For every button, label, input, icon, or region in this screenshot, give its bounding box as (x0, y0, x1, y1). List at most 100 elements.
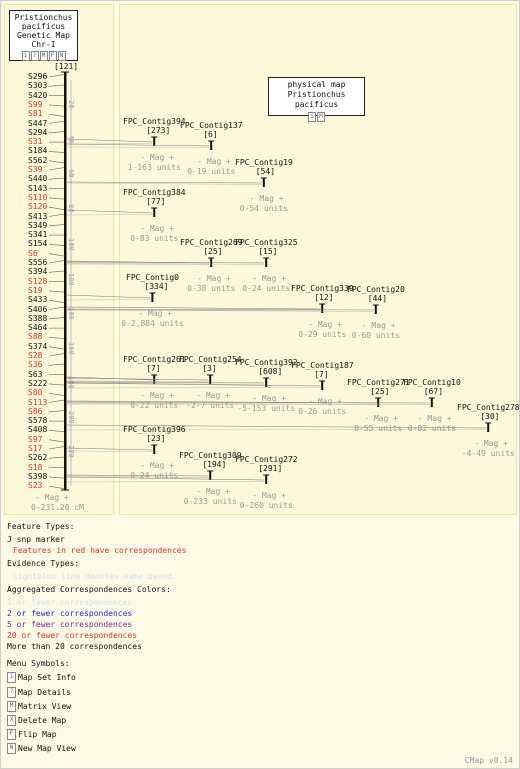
marker-label[interactable]: S578 (28, 416, 48, 426)
contig-mag-control[interactable]: - Mag + (252, 491, 286, 500)
marker-label[interactable]: S86 (28, 406, 43, 416)
marker-label[interactable]: S39 (28, 165, 43, 174)
marker-label[interactable]: S63 (28, 369, 43, 379)
marker-label[interactable]: S120 (28, 202, 48, 212)
marker-label[interactable]: S562 (28, 155, 48, 165)
contig-name[interactable]: FPC_Contig254 (179, 355, 242, 364)
contig-mag-control[interactable]: - Mag + (249, 194, 284, 203)
contig-name[interactable]: FPC_Contig20 (347, 285, 405, 294)
marker-label[interactable]: S464 (28, 323, 48, 333)
contig-mag-control[interactable]: - Mag + (308, 397, 342, 406)
physical-matrix-button[interactable]: M (317, 112, 325, 122)
contig-mag-control[interactable]: - Mag + (364, 414, 398, 423)
marker-label[interactable]: S406 (28, 304, 48, 314)
contig-mag-control[interactable]: - Mag + (417, 414, 452, 423)
evidence-types-title: Evidence Types: (7, 559, 80, 568)
contig-mag-control[interactable]: - Mag + (361, 321, 396, 330)
marker-label[interactable]: S143 (28, 183, 48, 193)
map-details-button[interactable]: ? (30, 51, 39, 61)
contig-name[interactable]: FPC_Contig394 (123, 117, 186, 126)
genetic-map-mag-control[interactable]: - Mag + (35, 493, 69, 502)
contig-mag-control[interactable]: - Mag + (308, 320, 342, 329)
contig-name[interactable]: FPC_Contig19 (235, 158, 293, 167)
contig-name[interactable]: FPC_Contig272 (235, 455, 298, 464)
contig-name[interactable]: FPC_Contig261 (123, 355, 186, 364)
map-set-info-button[interactable]: i (21, 51, 30, 61)
marker-label[interactable]: S374 (28, 341, 48, 351)
contig-name[interactable]: FPC_Contig325 (235, 238, 298, 247)
physical-info-button[interactable]: i (308, 112, 316, 122)
contig-range: 0-260 units (239, 501, 293, 510)
marker-label[interactable]: S388 (28, 313, 48, 323)
contig-name[interactable]: FPC_Contig137 (180, 121, 243, 130)
marker-label[interactable]: S6 (28, 248, 38, 258)
marker-label[interactable]: S394 (28, 267, 48, 277)
marker-label[interactable]: S447 (28, 118, 48, 128)
marker-label[interactable]: S99 (28, 99, 43, 109)
marker-label[interactable]: S349 (28, 220, 48, 230)
marker-label[interactable]: S80 (28, 388, 43, 398)
contig-mag-control[interactable]: - Mag + (138, 309, 173, 318)
contig-mag-control[interactable]: - Mag + (197, 157, 231, 166)
marker-label[interactable]: S296 (28, 72, 48, 81)
contig-name[interactable]: FPC_Contig278 (457, 403, 520, 412)
marker-tick (48, 363, 65, 366)
contig-mag-control[interactable]: - Mag + (197, 274, 231, 283)
contig-mag-control[interactable]: - Mag + (196, 391, 230, 400)
marker-label[interactable]: S420 (28, 90, 48, 100)
marker-label[interactable]: S17 (28, 444, 43, 453)
correspondence-line (66, 306, 321, 310)
contig-name[interactable]: FPC_Contig396 (123, 425, 186, 434)
contig-mag-control[interactable]: - Mag + (140, 153, 174, 162)
contig-name[interactable]: FPC_Contig309 (179, 451, 242, 460)
marker-label[interactable]: S556 (28, 258, 48, 267)
contig-feature-count: [12] (314, 293, 334, 302)
contig-name[interactable]: FPC_Contig269 (180, 238, 243, 247)
feature-snp-legend: J snp marker (7, 535, 65, 544)
marker-label[interactable]: S341 (28, 230, 48, 240)
contig-mag-control[interactable]: - Mag + (196, 487, 230, 496)
marker-label[interactable]: S222 (28, 378, 48, 388)
contig-mag-control[interactable]: - Mag + (140, 461, 174, 470)
marker-label[interactable]: S36 (28, 360, 43, 370)
marker-label[interactable]: S433 (28, 295, 48, 305)
marker-label[interactable]: S262 (28, 453, 48, 463)
marker-label[interactable]: S154 (28, 239, 48, 249)
marker-tick (48, 177, 65, 180)
marker-label[interactable]: S31 (28, 137, 43, 147)
snp-marker-icon: J (7, 535, 17, 544)
correspondence-line (66, 138, 153, 143)
contig-name[interactable]: FPC_Contig392 (235, 358, 298, 367)
contig-name[interactable]: FPC_Contig187 (291, 361, 354, 370)
marker-label[interactable]: S440 (28, 174, 48, 184)
marker-label[interactable]: S88 (28, 332, 43, 342)
contig-mag-control[interactable]: - Mag + (252, 274, 286, 283)
contig-name[interactable]: FPC_Contig271 (347, 378, 410, 387)
marker-label[interactable]: S398 (28, 471, 48, 481)
contig-mag-control[interactable]: - Mag + (474, 439, 508, 448)
marker-label[interactable]: S408 (28, 425, 48, 435)
new-map-view-button[interactable]: N (57, 51, 66, 61)
marker-label[interactable]: S413 (28, 211, 48, 221)
contig-name[interactable]: FPC_Contig0 (126, 273, 179, 282)
marker-label[interactable]: S113 (28, 397, 48, 407)
flip-map-button[interactable]: F (48, 51, 57, 61)
contig-mag-control[interactable]: - Mag + (140, 391, 174, 400)
marker-label[interactable]: S28 (28, 351, 43, 360)
contig-name[interactable]: FPC_Contig384 (123, 188, 186, 197)
marker-label[interactable]: S97 (28, 434, 43, 444)
marker-label[interactable]: S184 (28, 146, 48, 156)
marker-label[interactable]: S110 (28, 192, 48, 202)
marker-label[interactable]: S18 (28, 462, 43, 472)
contig-mag-control[interactable]: - Mag + (252, 394, 286, 403)
contig-name[interactable]: FPC_Contig339 (291, 284, 354, 293)
marker-label[interactable]: S294 (28, 127, 48, 137)
contig-name[interactable]: FPC_Contig10 (403, 378, 461, 387)
marker-label[interactable]: S19 (28, 285, 43, 295)
matrix-view-button[interactable]: M (39, 51, 48, 61)
marker-label[interactable]: S303 (28, 81, 48, 91)
marker-label[interactable]: S128 (28, 276, 48, 286)
marker-label[interactable]: S81 (28, 109, 43, 119)
marker-label[interactable]: S23 (28, 481, 43, 491)
contig-mag-control[interactable]: - Mag + (140, 224, 174, 233)
